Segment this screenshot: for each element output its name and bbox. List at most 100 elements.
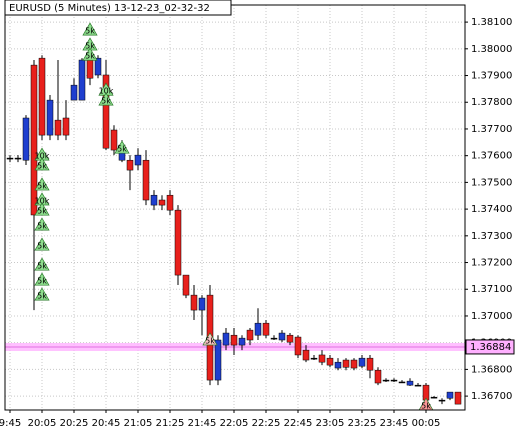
trade-marker	[34, 202, 50, 216]
x-tick-label: 23:45	[380, 418, 409, 429]
trade-marker	[82, 47, 98, 61]
x-tick-label: 00:05	[412, 418, 441, 429]
candle-body	[302, 349, 310, 361]
candle-body	[134, 154, 142, 166]
candle-body	[30, 64, 38, 216]
trade-marker	[34, 217, 50, 231]
candle-body	[166, 194, 174, 211]
candle-body	[142, 159, 150, 201]
candle-body	[182, 274, 190, 296]
candle-body	[310, 357, 318, 360]
y-tick-label: 1.36800	[471, 364, 512, 375]
x-tick-label: 22:45	[284, 418, 313, 429]
x-tick-label: 21:25	[156, 418, 185, 429]
y-tick-label: 1.37000	[471, 311, 512, 322]
candle-body	[126, 159, 134, 171]
candle-body	[222, 332, 230, 346]
trade-marker	[34, 237, 50, 251]
y-tick-label: 1.38100	[471, 17, 512, 28]
candle-body	[86, 59, 94, 79]
trade-label: 5k	[101, 97, 111, 106]
trade-label: 5k	[85, 27, 95, 36]
y-tick-label: 1.37100	[471, 284, 512, 295]
y-tick-label: 1.37400	[471, 204, 512, 215]
x-tick-label: 21:05	[124, 418, 153, 429]
candle-body	[430, 396, 438, 399]
trade-label: 10k	[35, 152, 50, 161]
candle-body	[38, 57, 46, 136]
price-label-box	[465, 339, 515, 355]
trade-label: 5k	[205, 337, 215, 346]
trade-label: 5k	[37, 262, 47, 271]
trade-marker	[34, 287, 50, 301]
trade-label: 5k	[421, 402, 431, 411]
candle-body	[294, 336, 302, 356]
trade-marker	[34, 177, 50, 191]
x-tick-label: 20:45	[92, 418, 121, 429]
chart-title: EURUSD (5 Minutes) 13-12-23_02-32-32	[9, 3, 210, 14]
candle-body	[102, 74, 110, 149]
trade-label: 5k	[37, 207, 47, 216]
plot-frame	[4, 4, 466, 411]
trade-label: 10k	[99, 87, 114, 96]
x-tick-label: 22:05	[220, 418, 249, 429]
candle-body	[158, 199, 166, 206]
candle-body	[278, 332, 286, 341]
trade-label: 5k	[85, 42, 95, 51]
candle-body	[230, 334, 238, 346]
candle-body	[94, 57, 102, 76]
trade-marker	[82, 22, 98, 36]
candle-body	[382, 379, 390, 382]
x-tick-label: 23:25	[348, 418, 377, 429]
candle-body	[358, 357, 366, 367]
grid	[5, 5, 465, 410]
trade-label: 5k	[37, 242, 47, 251]
candle-body	[70, 84, 78, 101]
x-tick-label: 9:45	[0, 418, 21, 429]
candle-body	[62, 117, 70, 136]
x-tick-label: 20:25	[60, 418, 89, 429]
candle-body	[78, 59, 86, 101]
y-tick-label: 1.38000	[471, 44, 512, 55]
candle-body	[438, 399, 446, 402]
y-tick-label: 1.37700	[471, 124, 512, 135]
price-label: 1.36884	[470, 342, 511, 353]
candle-body	[390, 379, 398, 382]
candle-body	[198, 297, 206, 311]
y-tick-label: 1.37900	[471, 71, 512, 82]
candle-body	[318, 354, 326, 363]
candle-body	[190, 294, 198, 311]
candle-body	[22, 117, 30, 161]
candle-body	[398, 381, 406, 384]
trade-label: 5k	[37, 182, 47, 191]
trade-label: 5k	[117, 145, 127, 154]
y-tick-label: 1.37600	[471, 151, 512, 162]
x-tick-label: 23:05	[316, 418, 345, 429]
trade-marker	[34, 157, 50, 171]
y-tick-label: 1.37200	[471, 258, 512, 269]
candle-body	[14, 157, 22, 160]
y-tick-label: 1.37800	[471, 97, 512, 108]
candle-body	[174, 209, 182, 276]
x-tick-label: 22:25	[252, 418, 281, 429]
candle-body	[326, 357, 334, 366]
candle-body	[150, 194, 158, 206]
trade-marker	[114, 140, 130, 154]
trade-marker	[202, 332, 218, 346]
candle-body	[270, 337, 278, 340]
trade-marker	[34, 257, 50, 271]
candle-body	[286, 334, 294, 343]
candle-body	[238, 337, 246, 346]
y-tick-label: 1.37500	[471, 177, 512, 188]
candle-body	[46, 99, 54, 136]
candle-body	[406, 380, 414, 386]
candle-body	[110, 129, 118, 151]
trade-marker	[98, 92, 114, 106]
candle-body	[414, 384, 422, 387]
y-tick-label: 1.36700	[471, 391, 512, 402]
trade-label: 5k	[37, 277, 47, 286]
y-tick-label: 1.37300	[471, 231, 512, 242]
